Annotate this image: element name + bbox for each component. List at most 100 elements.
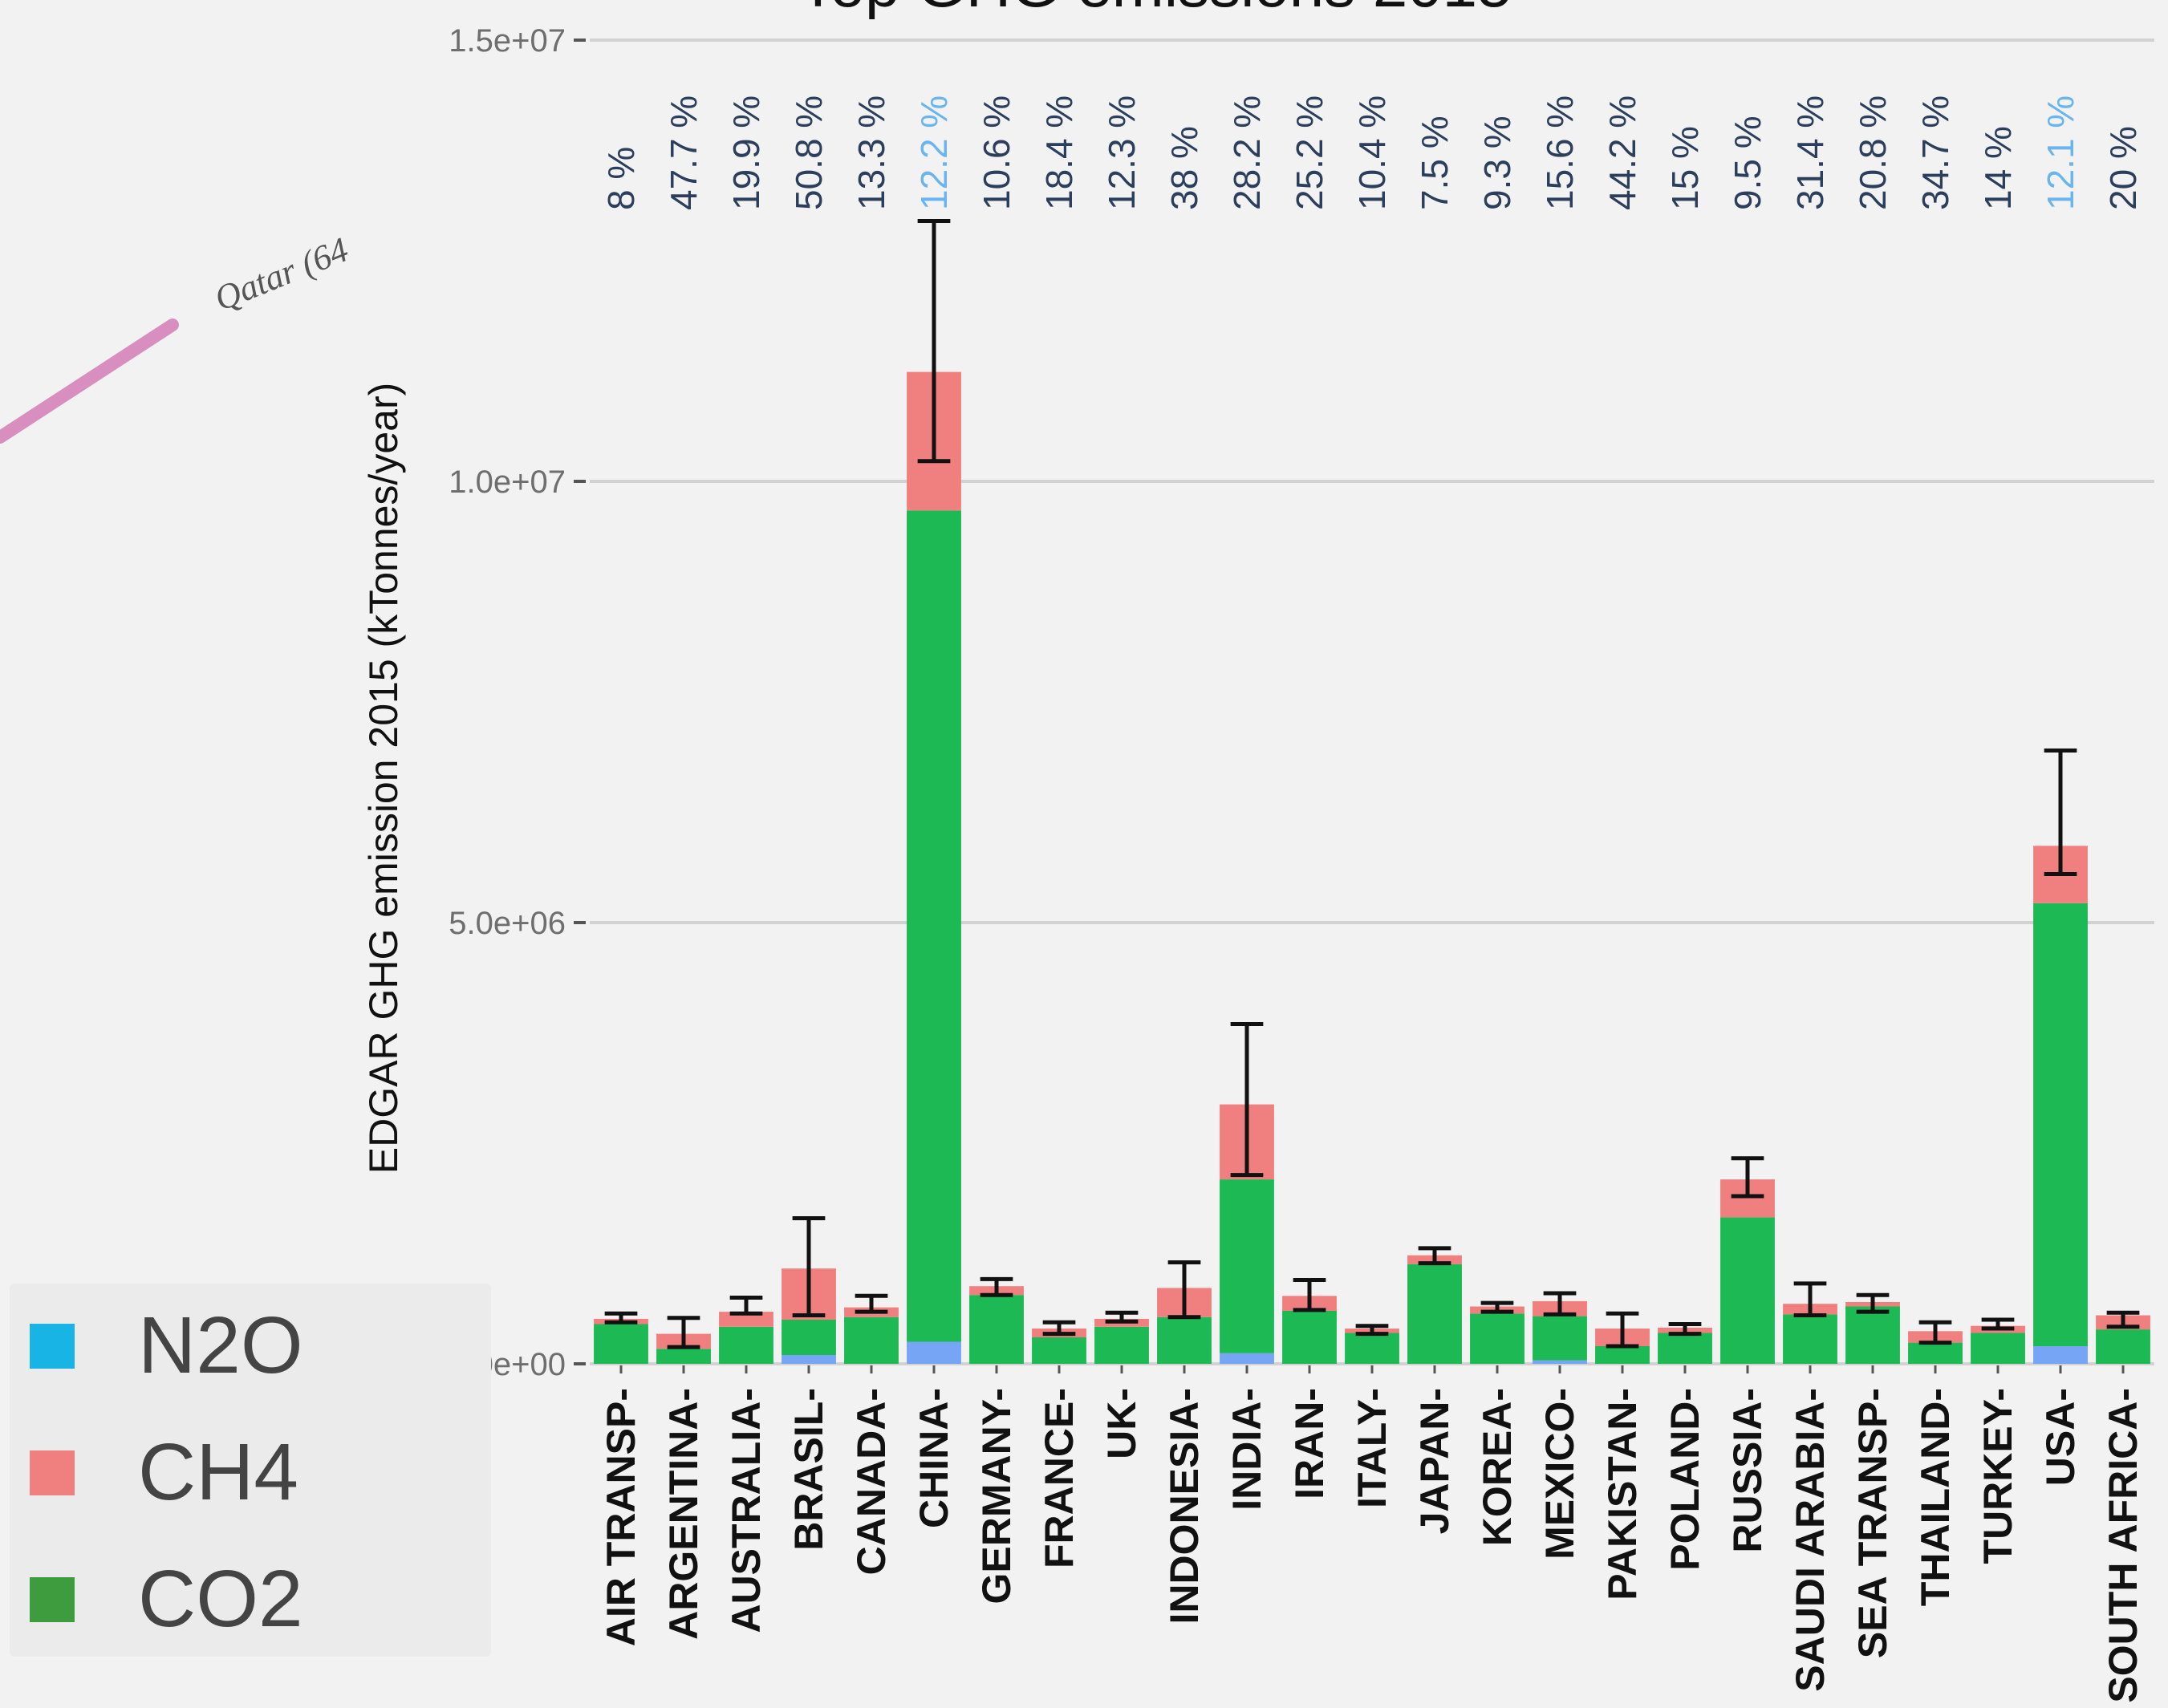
percent-annotation: 50.8 % [788, 95, 830, 210]
bar-co2 [969, 1295, 1024, 1364]
percent-annotation: 15 % [1664, 126, 1706, 210]
percent-annotation: 44.2 % [1602, 95, 1643, 210]
percent-annotation: 9.3 % [1476, 116, 1518, 210]
bar-co2 [594, 1324, 648, 1364]
bar-co2 [844, 1316, 899, 1364]
percent-annotation: 20.8 % [1852, 95, 1894, 210]
bar-co2 [1282, 1311, 1337, 1364]
percent-annotation: 14 % [1977, 126, 2019, 210]
bar-co2 [1908, 1342, 1963, 1364]
percent-annotation: 12.3 % [1101, 95, 1143, 210]
x-tick-label: TURKEY- [1975, 1388, 2020, 1564]
x-tick-label: THAILAND- [1913, 1388, 1958, 1606]
percent-annotation: 7.5 % [1414, 116, 1455, 210]
legend-item-ch4: CH4 [30, 1427, 299, 1517]
x-tick-label: POLAND- [1663, 1388, 1707, 1571]
bar-co2 [1783, 1314, 1837, 1364]
bar-n2o [907, 1341, 961, 1364]
x-tick-label: UK- [1099, 1388, 1144, 1459]
percent-annotation: 12.1 % [2040, 95, 2081, 210]
bar-co2 [2033, 903, 2088, 1346]
bar-co2 [1157, 1316, 1212, 1364]
bar-co2 [1971, 1333, 2025, 1364]
x-tick-label: SEA TRANSP- [1850, 1388, 1895, 1658]
bar-n2o [1533, 1360, 1587, 1364]
percent-annotation: 18.4 % [1038, 95, 1080, 210]
bar-co2 [1220, 1179, 1274, 1353]
legend: N2O CH4 CO2 [10, 1284, 491, 1657]
percent-annotation: 12.2 % [913, 95, 955, 210]
chart-title: Top GHG emissions 2015 [799, 0, 1512, 20]
y-tick-label: 5.0e+06 [449, 906, 566, 941]
bar-co2 [656, 1349, 711, 1364]
qatar-label: Qatar (64 [209, 229, 353, 318]
x-tick-label: CHINA- [911, 1388, 956, 1528]
bar-co2 [1533, 1316, 1587, 1361]
x-tick-label: GERMANY- [974, 1388, 1019, 1604]
percent-annotation: 10.6 % [976, 95, 1017, 210]
legend-label-n2o: N2O [138, 1300, 303, 1390]
percent-annotation: 34.7 % [1914, 95, 1956, 210]
x-tick-label: ITALY- [1350, 1388, 1395, 1508]
qatar-overlay: Qatar (64 [0, 229, 354, 444]
y-tick-label: 1.5e+07 [449, 23, 566, 59]
x-tick-label: KOREA- [1475, 1388, 1520, 1546]
x-tick-label: ARGENTINA- [661, 1388, 706, 1640]
x-tick-label: SOUTH AFRICA- [2101, 1388, 2146, 1703]
x-tick-label: MEXICO- [1537, 1388, 1582, 1560]
percent-annotation: 47.7 % [663, 95, 704, 210]
percent-annotation: 19.9 % [725, 95, 767, 210]
legend-item-n2o: N2O [30, 1300, 303, 1390]
percent-annotation: 13.3 % [851, 95, 892, 210]
labels: AIR TRANSP- 8 % ARGENTINA- 47.7 % AUSTRALIA-… [599, 95, 2146, 1703]
x-tick-label: PAKISTAN- [1600, 1388, 1645, 1600]
bar-co2 [1595, 1346, 1650, 1364]
bar-co2 [1345, 1333, 1399, 1364]
x-tick-label: AIR TRANSP- [599, 1388, 643, 1646]
percent-annotation: 28.2 % [1226, 95, 1268, 210]
x-tick-label: BRASIL- [786, 1388, 831, 1551]
bar-co2 [907, 510, 961, 1342]
legend-label-ch4: CH4 [138, 1427, 299, 1517]
bar-co2 [1407, 1264, 1462, 1364]
bar-n2o [2033, 1346, 2088, 1364]
percent-annotation: 38 % [1163, 126, 1205, 210]
x-tick-label: USA- [2038, 1388, 2083, 1486]
x-tick-label: INDONESIA- [1162, 1388, 1207, 1624]
legend-swatch-co2 [30, 1577, 75, 1622]
legend-item-co2: CO2 [30, 1554, 303, 1644]
bar-co2 [1720, 1217, 1775, 1364]
y-tick-label: 1.0e+07 [449, 465, 566, 500]
x-tick-label: IRAN- [1287, 1388, 1332, 1499]
x-tick-label: INDIA- [1224, 1388, 1269, 1511]
bar-co2 [1032, 1337, 1086, 1364]
legend-swatch-n2o [30, 1324, 75, 1369]
plot-background [590, 24, 2154, 1364]
bar-co2 [1658, 1333, 1712, 1364]
bar-n2o [1220, 1353, 1274, 1364]
percent-annotation: 20 % [2102, 126, 2144, 210]
percent-annotation: 10.4 % [1351, 95, 1393, 210]
x-tick-label: AUSTRALIA- [724, 1388, 769, 1633]
x-tick-label: RUSSIA- [1725, 1388, 1770, 1553]
bar-co2 [1845, 1306, 1900, 1364]
bar-co2 [719, 1326, 773, 1364]
error-bars [604, 219, 2140, 1349]
bar-co2 [2096, 1329, 2150, 1364]
percent-annotation: 15.6 % [1539, 95, 1581, 210]
bar-n2o [782, 1355, 836, 1364]
x-tick-label: SAUDI ARABIA- [1788, 1388, 1833, 1692]
legend-label-co2: CO2 [138, 1554, 303, 1644]
bar-co2 [1094, 1326, 1149, 1364]
y-axis-label: EDGAR GHG emission 2015 (kTonnes/year) [361, 383, 406, 1174]
x-tick-label: CANADA- [849, 1388, 894, 1575]
percent-annotation: 31.4 % [1789, 95, 1831, 210]
bar-co2 [1470, 1313, 1525, 1364]
legend-swatch-ch4 [30, 1450, 75, 1495]
qatar-line [0, 318, 179, 444]
percent-annotation: 9.5 % [1727, 116, 1768, 210]
x-tick-label: FRANCE- [1037, 1388, 1082, 1568]
percent-annotation: 8 % [600, 147, 642, 210]
